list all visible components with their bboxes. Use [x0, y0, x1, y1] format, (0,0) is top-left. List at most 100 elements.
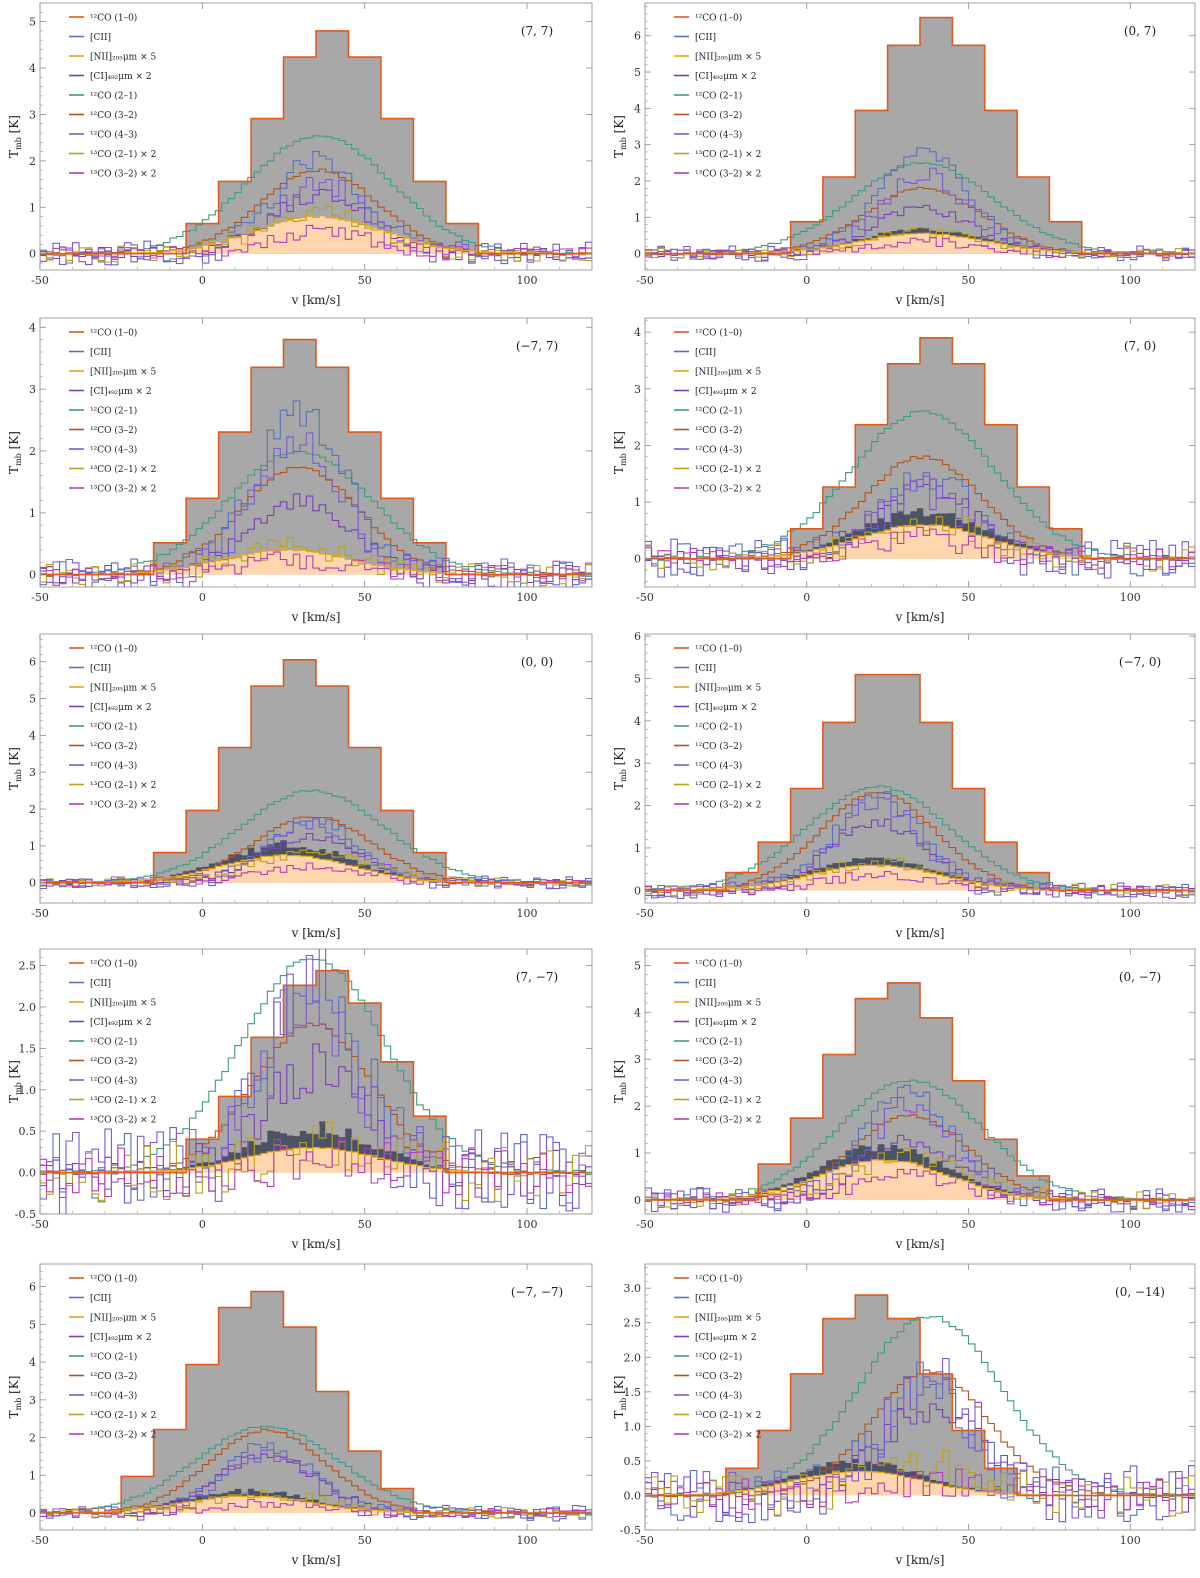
- y-tick-label: 1.5: [624, 1386, 642, 1399]
- legend-label: ¹²CO (3–2): [90, 1371, 137, 1382]
- legend-label: ¹³CO (3–2) × 2: [90, 484, 156, 495]
- x-tick-label: -50: [31, 907, 49, 920]
- legend-label: ¹²CO (3–2): [90, 1056, 137, 1067]
- legend-label: ¹²CO (2–1): [695, 1037, 742, 1048]
- y-tick-label: 5: [29, 16, 36, 29]
- legend-label: [CI]₄₉₂μm × 2: [90, 703, 152, 713]
- legend-label: [CI]₄₉₂μm × 2: [90, 72, 152, 82]
- legend-label: ¹²CO (3–2): [90, 425, 137, 436]
- y-tick-label: 1.0: [624, 1420, 642, 1433]
- x-axis-label: v [km/s]: [895, 293, 945, 307]
- x-tick-label: 50: [962, 1218, 976, 1231]
- y-tick-label: 4: [634, 102, 641, 115]
- x-tick-label: 0: [803, 907, 810, 920]
- y-axis-label: Tmb [K]: [612, 115, 628, 158]
- position-label: (0, −14): [1115, 1285, 1165, 1299]
- x-tick-label: 0: [803, 591, 810, 604]
- x-tick-label: 50: [962, 274, 976, 287]
- x-tick-label: 50: [962, 591, 976, 604]
- y-axis-label: Tmb [K]: [7, 115, 23, 158]
- y-tick-label: 2: [634, 175, 641, 188]
- legend-label: [CII]: [90, 1294, 111, 1304]
- legend-label: ¹²CO (1–0): [90, 13, 137, 24]
- legend-label: [CII]: [695, 979, 716, 989]
- y-tick-label: 3: [29, 1394, 36, 1407]
- legend-label: ¹²CO (3–2): [90, 110, 137, 121]
- legend-label: ¹²CO (2–1): [90, 1037, 137, 1048]
- y-tick-label: 6: [29, 656, 36, 669]
- y-tick-label: 0: [29, 569, 36, 582]
- y-tick-label: 3: [634, 139, 641, 152]
- y-tick-label: 2: [634, 1100, 641, 1113]
- x-tick-label: -50: [636, 1534, 654, 1547]
- y-tick-label: 4: [29, 62, 36, 75]
- x-tick-label: 100: [517, 907, 538, 920]
- x-axis-label: v [km/s]: [895, 926, 945, 940]
- x-tick-label: 0: [199, 1218, 206, 1231]
- legend: ¹²CO (1–0)[CII][NII]₂₀₅μm × 5[CI]₄₉₂μm ×…: [674, 959, 761, 1126]
- y-tick-label: 1: [634, 1147, 641, 1160]
- y-tick-label: 2.5: [19, 960, 37, 973]
- x-tick-label: 50: [358, 907, 372, 920]
- y-tick-label: 0.0: [624, 1489, 642, 1502]
- x-tick-label: -50: [31, 591, 49, 604]
- legend-label: ¹²CO (2–1): [695, 1352, 742, 1363]
- legend-label: [CI]₄₉₂μm × 2: [695, 1333, 757, 1343]
- position-label: (0, −7): [1119, 970, 1161, 984]
- x-axis-label: v [km/s]: [895, 1553, 945, 1567]
- y-axis-label: Tmb [K]: [612, 431, 628, 474]
- position-label: (−7, −7): [511, 1285, 563, 1299]
- y-tick-label: 2: [29, 803, 36, 816]
- y-axis-label: Tmb [K]: [7, 1376, 23, 1419]
- y-tick-label: 2: [634, 439, 641, 452]
- legend-label: ¹²CO (1–0): [695, 328, 742, 339]
- legend-label: ¹²CO (1–0): [695, 13, 742, 24]
- x-tick-label: 0: [199, 274, 206, 287]
- legend-label: ¹²CO (1–0): [695, 644, 742, 655]
- y-tick-label: 3: [634, 1053, 641, 1066]
- x-axis-label: v [km/s]: [895, 610, 945, 624]
- y-tick-label: 5: [29, 1318, 36, 1331]
- legend-label: ¹²CO (3–2): [90, 741, 137, 752]
- legend-label: [CI]₄₉₂μm × 2: [695, 72, 757, 82]
- y-tick-label: 2: [634, 800, 641, 813]
- position-label: (7, 7): [521, 24, 553, 38]
- x-tick-label: 100: [517, 1534, 538, 1547]
- legend-label: ¹³CO (2–1) × 2: [695, 149, 761, 160]
- legend-label: ¹²CO (2–1): [695, 91, 742, 102]
- y-tick-label: 2: [29, 445, 36, 458]
- legend-label: [CII]: [90, 348, 111, 358]
- x-tick-label: -50: [31, 274, 49, 287]
- legend: ¹²CO (1–0)[CII][NII]₂₀₅μm × 5[CI]₄₉₂μm ×…: [69, 1274, 156, 1441]
- legend-label: ¹³CO (2–1) × 2: [90, 1095, 156, 1106]
- legend-label: [CI]₄₉₂μm × 2: [90, 1018, 152, 1028]
- legend-label: [NII]₂₀₅μm × 5: [90, 684, 156, 694]
- x-tick-label: 0: [199, 1534, 206, 1547]
- legend-label: ¹²CO (1–0): [695, 959, 742, 970]
- y-tick-label: 5: [634, 959, 641, 972]
- y-tick-label: 5: [634, 66, 641, 79]
- x-tick-label: 50: [358, 274, 372, 287]
- x-tick-label: 50: [962, 907, 976, 920]
- legend-label: ¹³CO (2–1) × 2: [695, 1095, 761, 1106]
- legend-label: ¹²CO (3–2): [695, 110, 742, 121]
- legend-label: ¹³CO (3–2) × 2: [90, 800, 156, 811]
- legend-label: [CII]: [695, 33, 716, 43]
- x-tick-label: 50: [962, 1534, 976, 1547]
- legend-label: ¹³CO (2–1) × 2: [695, 780, 761, 791]
- position-label: (7, 0): [1124, 339, 1156, 353]
- x-axis-label: v [km/s]: [291, 1553, 341, 1567]
- y-tick-label: 3: [29, 383, 36, 396]
- legend-label: ¹²CO (1–0): [695, 1274, 742, 1285]
- y-tick-label: 6: [634, 30, 641, 43]
- legend-label: [CI]₄₉₂μm × 2: [695, 387, 757, 397]
- x-axis-label: v [km/s]: [895, 1237, 945, 1251]
- y-tick-label: 0: [29, 248, 36, 261]
- y-tick-label: 2: [29, 1432, 36, 1445]
